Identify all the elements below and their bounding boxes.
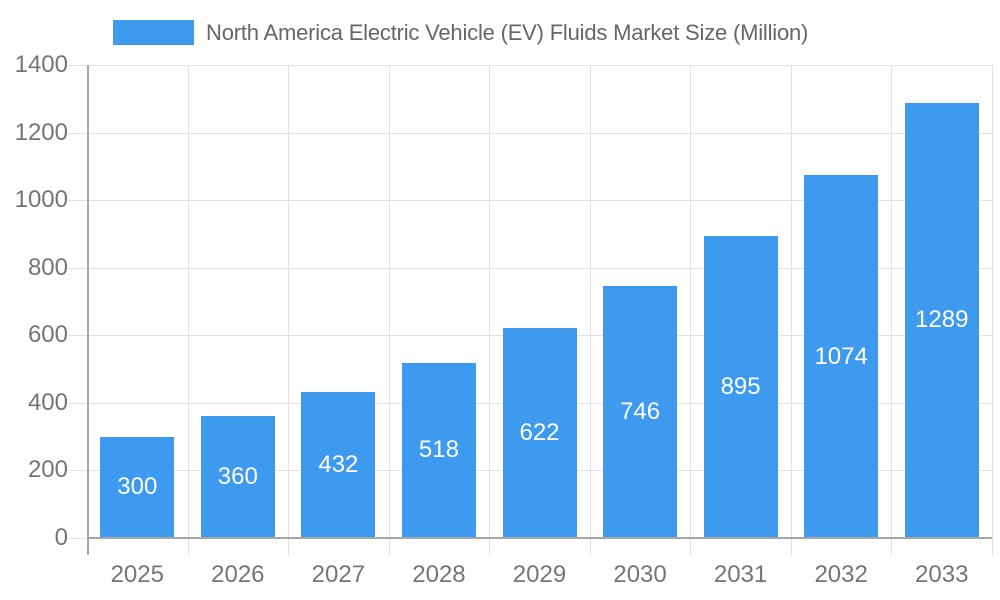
v-gridline xyxy=(388,65,390,538)
bar-2032 xyxy=(804,175,879,538)
bar-2031 xyxy=(703,235,778,538)
y-axis-tick xyxy=(68,470,87,472)
legend-swatch xyxy=(113,20,194,45)
v-gridline xyxy=(489,65,491,538)
y-axis-line xyxy=(87,65,89,555)
chart-title: North America Electric Vehicle (EV) Flui… xyxy=(206,19,809,45)
v-gridline xyxy=(992,65,993,538)
y-axis-tick-label: 600 xyxy=(27,321,68,349)
bar-value-label: 360 xyxy=(217,463,258,491)
y-axis-tick xyxy=(68,200,87,202)
x-axis-tick-label: 2025 xyxy=(110,561,164,588)
y-axis-tick-label: 1400 xyxy=(14,51,68,78)
x-axis-line xyxy=(87,537,992,539)
bar-value-label: 622 xyxy=(519,418,560,446)
y-axis-tick xyxy=(68,335,87,337)
v-gridline xyxy=(589,65,591,538)
bar-2027 xyxy=(301,392,376,538)
plot-area: 0 200 400 600 800 1000 1200 1400 300 2025 360 2026 4… xyxy=(15,51,993,588)
x-axis-tick xyxy=(589,538,591,555)
x-axis-tick-label: 2033 xyxy=(915,561,969,588)
x-axis-tick xyxy=(288,538,290,555)
bar-2033 xyxy=(904,102,979,538)
y-axis-tick-label: 0 xyxy=(54,524,68,551)
h-gridline xyxy=(87,132,992,134)
x-axis-tick xyxy=(388,538,390,555)
bar-2026 xyxy=(200,416,275,538)
y-axis-tick xyxy=(68,402,87,404)
h-gridline xyxy=(87,200,992,202)
bar-value-label: 895 xyxy=(720,372,761,400)
x-axis-tick-label: 2029 xyxy=(512,561,567,588)
bar-value-label: 1289 xyxy=(915,306,969,334)
x-axis-tick xyxy=(891,538,893,555)
x-axis-tick xyxy=(690,538,692,555)
v-gridline xyxy=(690,65,692,538)
bar-2030 xyxy=(603,285,678,538)
bar-2029 xyxy=(502,327,577,538)
y-axis-tick-label: 800 xyxy=(27,253,68,281)
x-axis-tick-label: 2031 xyxy=(713,561,768,588)
bar-value-label: 300 xyxy=(117,473,158,501)
bar-value-label: 518 xyxy=(418,436,459,464)
y-axis-tick xyxy=(68,132,87,134)
bar-2028 xyxy=(401,362,476,538)
x-axis-tick-label: 2032 xyxy=(814,561,868,588)
x-axis-tick-label: 2030 xyxy=(613,561,667,588)
h-gridline xyxy=(87,65,992,66)
x-axis-tick-label: 2028 xyxy=(412,561,466,588)
v-gridline xyxy=(187,65,189,538)
y-axis-tick-label: 200 xyxy=(27,456,68,484)
x-axis-tick xyxy=(790,538,792,555)
x-axis-tick-label: 2027 xyxy=(311,561,366,588)
bar-2025 xyxy=(100,436,175,538)
v-gridline xyxy=(891,65,893,538)
x-axis-tick-label: 2026 xyxy=(211,561,265,588)
y-axis-tick-label: 1200 xyxy=(14,118,68,146)
v-gridline xyxy=(288,65,290,538)
x-axis-tick xyxy=(187,538,189,555)
bar-value-label: 746 xyxy=(620,397,661,425)
y-axis-tick xyxy=(68,65,87,66)
y-axis-tick-label: 1000 xyxy=(14,186,68,214)
y-axis-tick xyxy=(68,538,87,539)
h-gridline xyxy=(87,267,992,269)
y-axis-tick-label: 400 xyxy=(27,388,68,416)
chart-legend: North America Electric Vehicle (EV) Flui… xyxy=(113,20,808,45)
x-axis-tick xyxy=(489,538,491,555)
y-axis-tick xyxy=(68,267,87,269)
v-gridline xyxy=(790,65,792,538)
x-axis-tick xyxy=(992,538,993,555)
bar-value-label: 432 xyxy=(318,451,359,479)
bar-value-label: 1074 xyxy=(814,342,868,370)
